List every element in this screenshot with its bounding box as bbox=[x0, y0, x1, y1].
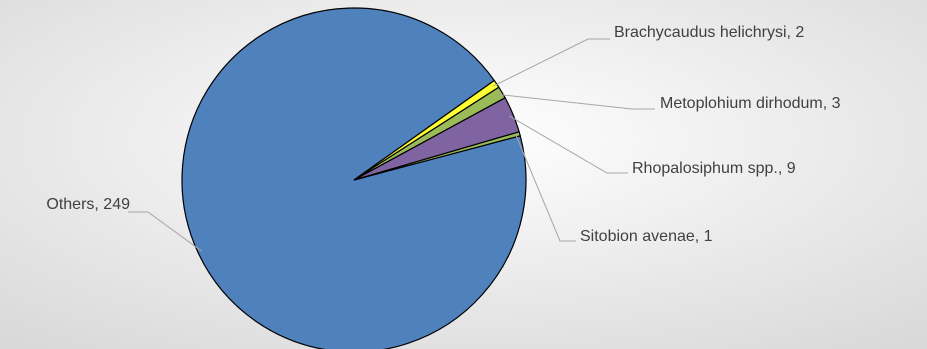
data-labels: Others, 249 Brachycaudus helichrysi, 2 Met… bbox=[46, 24, 840, 245]
leader-line-rhopalosiphum-spp bbox=[509, 115, 628, 174]
leader-lines bbox=[128, 38, 655, 252]
leader-line-metoplohium-dirhodum bbox=[498, 94, 655, 110]
pie-slices bbox=[181, 7, 527, 349]
pie-slice-sitobion-avenae bbox=[353, 131, 521, 181]
pie-slice-others bbox=[181, 7, 527, 349]
leader-line-sitobion-avenae bbox=[515, 134, 576, 242]
leader-line-brachycaudus-helichrysi bbox=[493, 38, 610, 87]
data-label-metoplohium-dirhodum: Metoplohium dirhodum, 3 bbox=[660, 95, 841, 112]
data-label-others: Others, 249 bbox=[46, 196, 130, 213]
data-label-brachycaudus-helichrysi: Brachycaudus helichrysi, 2 bbox=[614, 24, 804, 41]
data-label-rhopalosiphum-spp: Rhopalosiphum spp., 9 bbox=[632, 160, 796, 177]
data-label-sitobion-avenae: Sitobion avenae, 1 bbox=[580, 228, 713, 245]
leader-line-others bbox=[128, 211, 203, 252]
